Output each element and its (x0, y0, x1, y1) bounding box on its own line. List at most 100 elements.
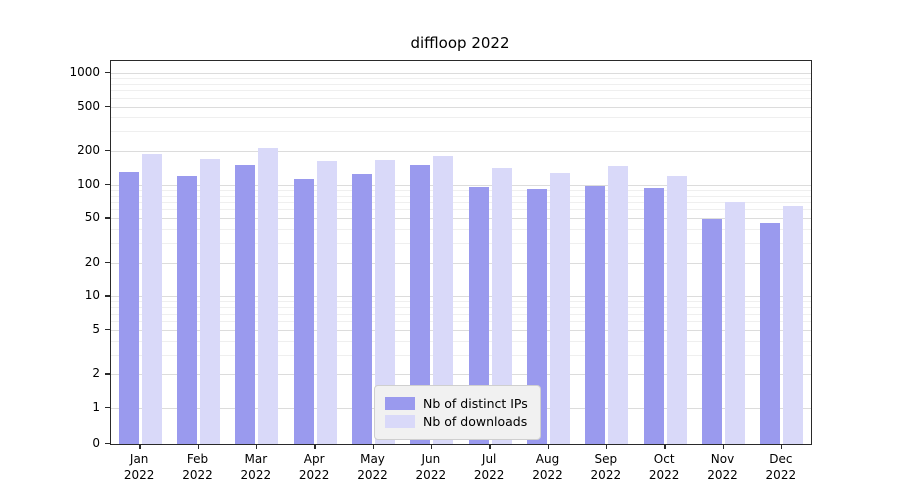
y-tick-label: 500 (77, 98, 100, 113)
bar-distinct-ips-jan (118, 171, 139, 444)
gridline-minor (111, 354, 811, 356)
bar-downloads-jun (433, 155, 454, 444)
x-tick-mark (780, 444, 783, 449)
legend: Nb of distinct IPs Nb of downloads (374, 385, 541, 440)
gridline-major (111, 106, 811, 108)
bar-downloads-oct (666, 175, 687, 444)
gridline-minor (111, 313, 811, 315)
y-tick-mark (105, 373, 110, 375)
gridline-minor (111, 117, 811, 119)
bar-distinct-ips-oct (643, 188, 664, 444)
gridline-minor (111, 340, 811, 342)
gridline-minor (111, 307, 811, 309)
x-tick-mark (372, 444, 374, 449)
gridline-major (111, 184, 811, 186)
bar-downloads-dec (783, 205, 804, 444)
gridline-minor (111, 202, 811, 203)
bar-distinct-ips-nov (702, 219, 722, 444)
x-tick-label: May 2022 (357, 452, 388, 482)
y-tick-label: 5 (92, 321, 100, 336)
gridline-minor (111, 301, 811, 303)
y-tick-mark (105, 443, 110, 445)
bar-downloads-jan (141, 153, 162, 444)
bar-downloads-mar (258, 147, 279, 444)
gridline-major (111, 374, 811, 376)
gridline-minor (111, 189, 811, 191)
gridline-major (111, 329, 811, 331)
gridline-minor (111, 131, 811, 133)
bars-layer (111, 61, 811, 444)
chart-title: diffloop 2022 (410, 34, 510, 52)
x-tick-label: Sep 2022 (590, 452, 622, 482)
y-tick-label: 0 (92, 436, 100, 450)
x-tick-mark (547, 444, 549, 449)
gridline-minor (111, 97, 811, 99)
x-tick-label: Jun 2022 (415, 452, 447, 482)
bar-distinct-ips-jul (468, 187, 489, 444)
y-tick-mark (105, 295, 110, 297)
y-tick-mark (105, 217, 110, 219)
plot-area: Nb of distinct IPs Nb of downloads (110, 60, 812, 445)
x-tick-label: Aug 2022 (532, 452, 563, 482)
bar-distinct-ips-aug (527, 188, 547, 444)
gridline-minor (111, 195, 811, 197)
gridline-minor (111, 321, 811, 323)
bar-downloads-may (375, 159, 395, 444)
y-tick-mark (105, 407, 110, 409)
y-tick-label: 100 (77, 176, 100, 191)
bar-downloads-aug (550, 173, 570, 444)
y-tick-mark (105, 261, 110, 264)
x-tick-label: Jul 2022 (473, 452, 505, 482)
x-tick-mark (664, 444, 666, 449)
x-tick-mark (430, 444, 433, 449)
x-tick-label: Nov 2022 (707, 452, 738, 482)
gridline-minor (111, 78, 811, 80)
y-tick-label: 50 (84, 210, 100, 225)
gridline-minor (111, 243, 811, 245)
bar-downloads-sep (608, 165, 629, 444)
x-tick-mark (722, 444, 724, 449)
y-tick-label: 20 (84, 254, 100, 269)
y-tick-label: 10 (84, 288, 100, 303)
y-tick-label: 1 (92, 400, 100, 414)
gridline-major (111, 218, 811, 220)
gridline-major (111, 151, 811, 153)
x-tick-mark (255, 444, 258, 449)
x-tick-mark (314, 444, 316, 449)
x-tick-mark (489, 444, 491, 449)
bar-downloads-apr (316, 161, 337, 444)
legend-item-downloads: Nb of downloads (385, 414, 528, 429)
legend-item-distinct-ips: Nb of distinct IPs (385, 396, 528, 411)
legend-swatch-downloads (385, 415, 415, 428)
bar-distinct-ips-mar (235, 165, 256, 444)
y-tick-label: 2 (92, 366, 100, 381)
x-tick-mark (605, 444, 608, 449)
x-tick-label: Jan 2022 (123, 452, 155, 482)
y-tick-label: 200 (77, 143, 100, 158)
bar-downloads-nov (725, 202, 745, 444)
bar-downloads-jul (491, 168, 512, 444)
bar-distinct-ips-sep (585, 186, 606, 444)
legend-label-distinct-ips: Nb of distinct IPs (423, 396, 528, 411)
y-tick-mark (105, 183, 110, 186)
y-tick-mark (105, 105, 110, 107)
x-tick-label: Apr 2022 (298, 452, 330, 482)
y-tick-mark (105, 72, 110, 74)
legend-swatch-distinct-ips (385, 397, 415, 410)
gridline-major (111, 296, 811, 298)
gridline-major (111, 73, 811, 74)
bar-distinct-ips-jun (410, 165, 431, 444)
y-tick-mark (105, 150, 110, 152)
gridline-major (111, 262, 811, 264)
x-tick-mark (197, 444, 199, 449)
gridline-minor (111, 90, 811, 92)
bar-distinct-ips-feb (177, 175, 197, 444)
x-tick-label: Dec 2022 (765, 452, 797, 482)
bar-distinct-ips-dec (760, 223, 781, 444)
y-tick-label: 1000 (69, 65, 100, 79)
bar-distinct-ips-may (352, 173, 372, 444)
x-tick-label: Mar 2022 (240, 452, 272, 482)
gridline-minor (111, 83, 811, 85)
x-tick-label: Oct 2022 (648, 452, 680, 482)
